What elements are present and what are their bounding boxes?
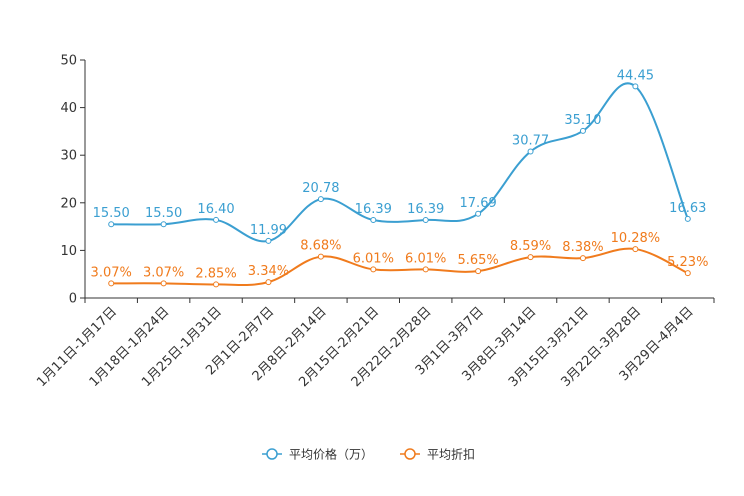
data-point[interactable]: [317, 253, 324, 260]
data-label: 3.07%: [143, 265, 184, 280]
data-point[interactable]: [160, 221, 167, 228]
data-label: 17.69: [460, 196, 497, 211]
data-point[interactable]: [160, 280, 167, 287]
data-point[interactable]: [632, 83, 639, 90]
y-tick-label: 30: [60, 149, 77, 164]
legend-item-0[interactable]: 平均价格（万）: [262, 447, 373, 462]
data-point[interactable]: [527, 148, 534, 155]
data-label: 8.68%: [300, 239, 341, 254]
data-label: 44.45: [617, 68, 654, 83]
data-point[interactable]: [475, 210, 482, 217]
data-label: 8.38%: [562, 240, 603, 255]
data-point[interactable]: [475, 268, 482, 275]
data-label: 30.77: [512, 134, 549, 149]
data-label: 11.99: [250, 223, 287, 238]
legend-label: 平均折扣: [427, 447, 475, 462]
data-label: 2.85%: [195, 266, 236, 281]
data-label: 20.78: [302, 181, 339, 196]
data-point[interactable]: [422, 266, 429, 273]
data-label: 8.59%: [510, 239, 551, 254]
data-point[interactable]: [265, 279, 272, 286]
series-line-0: [111, 82, 689, 243]
data-label: 16.39: [355, 202, 392, 217]
data-label: 15.50: [93, 206, 130, 221]
data-label: 3.34%: [248, 264, 289, 279]
data-point[interactable]: [422, 216, 429, 223]
data-label: 6.01%: [405, 251, 446, 266]
legend-marker-icon: [404, 448, 416, 460]
data-point[interactable]: [265, 237, 272, 244]
data-point[interactable]: [108, 221, 115, 228]
data-point[interactable]: [317, 196, 324, 203]
data-point[interactable]: [579, 127, 586, 134]
data-label: 10.28%: [611, 231, 661, 246]
data-label: 6.01%: [353, 251, 394, 266]
legend-item-1[interactable]: 平均折扣: [400, 447, 475, 462]
chart-series: 15.50 15.50 16.40 11.99 20.78 16.39 16.39 17.69…: [91, 68, 708, 288]
series-line-1: [111, 247, 689, 287]
data-label: 5.65%: [457, 253, 498, 268]
data-point[interactable]: [213, 216, 220, 223]
y-tick-label: 0: [69, 292, 77, 307]
y-tick-label: 40: [60, 101, 77, 116]
data-label: 16.63: [669, 201, 706, 216]
data-point[interactable]: [108, 280, 115, 287]
data-label: 15.50: [145, 206, 182, 221]
data-label: 16.39: [407, 202, 444, 217]
data-point[interactable]: [684, 215, 691, 222]
y-tick-label: 10: [60, 244, 77, 259]
data-point[interactable]: [370, 266, 377, 273]
data-point[interactable]: [684, 270, 691, 277]
data-point[interactable]: [370, 216, 377, 223]
data-point[interactable]: [527, 254, 534, 261]
legend-label: 平均价格（万）: [289, 447, 373, 462]
data-label: 16.40: [197, 202, 234, 217]
data-label: 35.10: [564, 113, 601, 128]
data-label: 5.23%: [667, 255, 708, 270]
chart-legend: 平均价格（万） 平均折扣: [262, 447, 475, 462]
data-point[interactable]: [579, 255, 586, 262]
data-point[interactable]: [632, 246, 639, 253]
legend-marker-icon: [266, 448, 278, 460]
data-point[interactable]: [213, 281, 220, 288]
data-label: 3.07%: [91, 265, 132, 280]
y-tick-label: 20: [60, 196, 77, 211]
y-tick-label: 50: [60, 54, 77, 69]
